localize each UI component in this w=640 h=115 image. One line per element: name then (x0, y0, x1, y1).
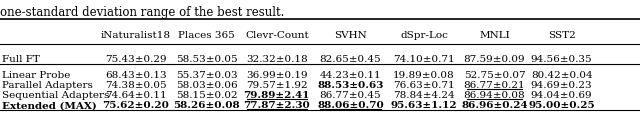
Text: 74.10±0.71: 74.10±0.71 (393, 55, 455, 64)
Text: 58.03±0.06: 58.03±0.06 (175, 81, 237, 90)
Text: 79.89±2.41: 79.89±2.41 (244, 91, 310, 99)
Text: 74.38±0.05: 74.38±0.05 (105, 81, 167, 90)
Text: 75.62±0.20: 75.62±0.20 (102, 101, 170, 109)
Text: MNLI: MNLI (479, 31, 510, 40)
Text: Extended (MAX): Extended (MAX) (2, 101, 97, 109)
Text: Clevr-Count: Clevr-Count (245, 31, 308, 40)
Text: 95.00±0.25: 95.00±0.25 (528, 101, 595, 109)
Text: 80.42±0.04: 80.42±0.04 (531, 71, 593, 80)
Text: 55.37±0.03: 55.37±0.03 (175, 71, 237, 80)
Text: Sequential Adapters: Sequential Adapters (2, 91, 109, 99)
Text: 78.84±4.24: 78.84±4.24 (393, 91, 455, 99)
Text: 76.63±0.71: 76.63±0.71 (393, 81, 455, 90)
Text: 68.43±0.13: 68.43±0.13 (105, 71, 167, 80)
Text: 52.75±0.07: 52.75±0.07 (463, 71, 525, 80)
Text: 94.69±0.23: 94.69±0.23 (531, 81, 593, 90)
Text: 94.56±0.35: 94.56±0.35 (531, 55, 593, 64)
Text: 75.43±0.29: 75.43±0.29 (105, 55, 167, 64)
Text: 77.87±2.30: 77.87±2.30 (243, 101, 310, 109)
Text: 74.64±0.11: 74.64±0.11 (105, 91, 167, 99)
Text: 82.65±0.45: 82.65±0.45 (319, 55, 381, 64)
Text: 86.94±0.08: 86.94±0.08 (463, 91, 525, 99)
Text: 32.32±0.18: 32.32±0.18 (246, 55, 308, 64)
Text: SST2: SST2 (548, 31, 575, 40)
Text: 94.04±0.69: 94.04±0.69 (531, 91, 593, 99)
Text: 87.59±0.09: 87.59±0.09 (463, 55, 525, 64)
Text: 58.15±0.02: 58.15±0.02 (175, 91, 237, 99)
Text: 88.53±0.63: 88.53±0.63 (317, 81, 383, 90)
Text: Parallel Adapters: Parallel Adapters (2, 81, 93, 90)
Text: 86.77±0.45: 86.77±0.45 (319, 91, 381, 99)
Text: 86.77±0.21: 86.77±0.21 (463, 81, 525, 90)
Text: one-standard deviation range of the best result.: one-standard deviation range of the best… (0, 6, 284, 19)
Text: 86.96±0.24: 86.96±0.24 (461, 101, 528, 109)
Text: Full FT: Full FT (2, 55, 40, 64)
Text: 58.26±0.08: 58.26±0.08 (173, 101, 240, 109)
Text: 44.23±0.11: 44.23±0.11 (319, 71, 381, 80)
Text: Places 365: Places 365 (178, 31, 235, 40)
Text: iNaturalist18: iNaturalist18 (101, 31, 171, 40)
Text: 58.53±0.05: 58.53±0.05 (175, 55, 237, 64)
Text: SVHN: SVHN (334, 31, 367, 40)
Text: 19.89±0.08: 19.89±0.08 (393, 71, 455, 80)
Text: 79.57±1.92: 79.57±1.92 (246, 81, 308, 90)
Text: Linear Probe: Linear Probe (2, 71, 70, 80)
Text: 95.63±1.12: 95.63±1.12 (390, 101, 458, 109)
Text: dSpr-Loc: dSpr-Loc (400, 31, 448, 40)
Text: 88.06±0.70: 88.06±0.70 (317, 101, 384, 109)
Text: 36.99±0.19: 36.99±0.19 (246, 71, 308, 80)
